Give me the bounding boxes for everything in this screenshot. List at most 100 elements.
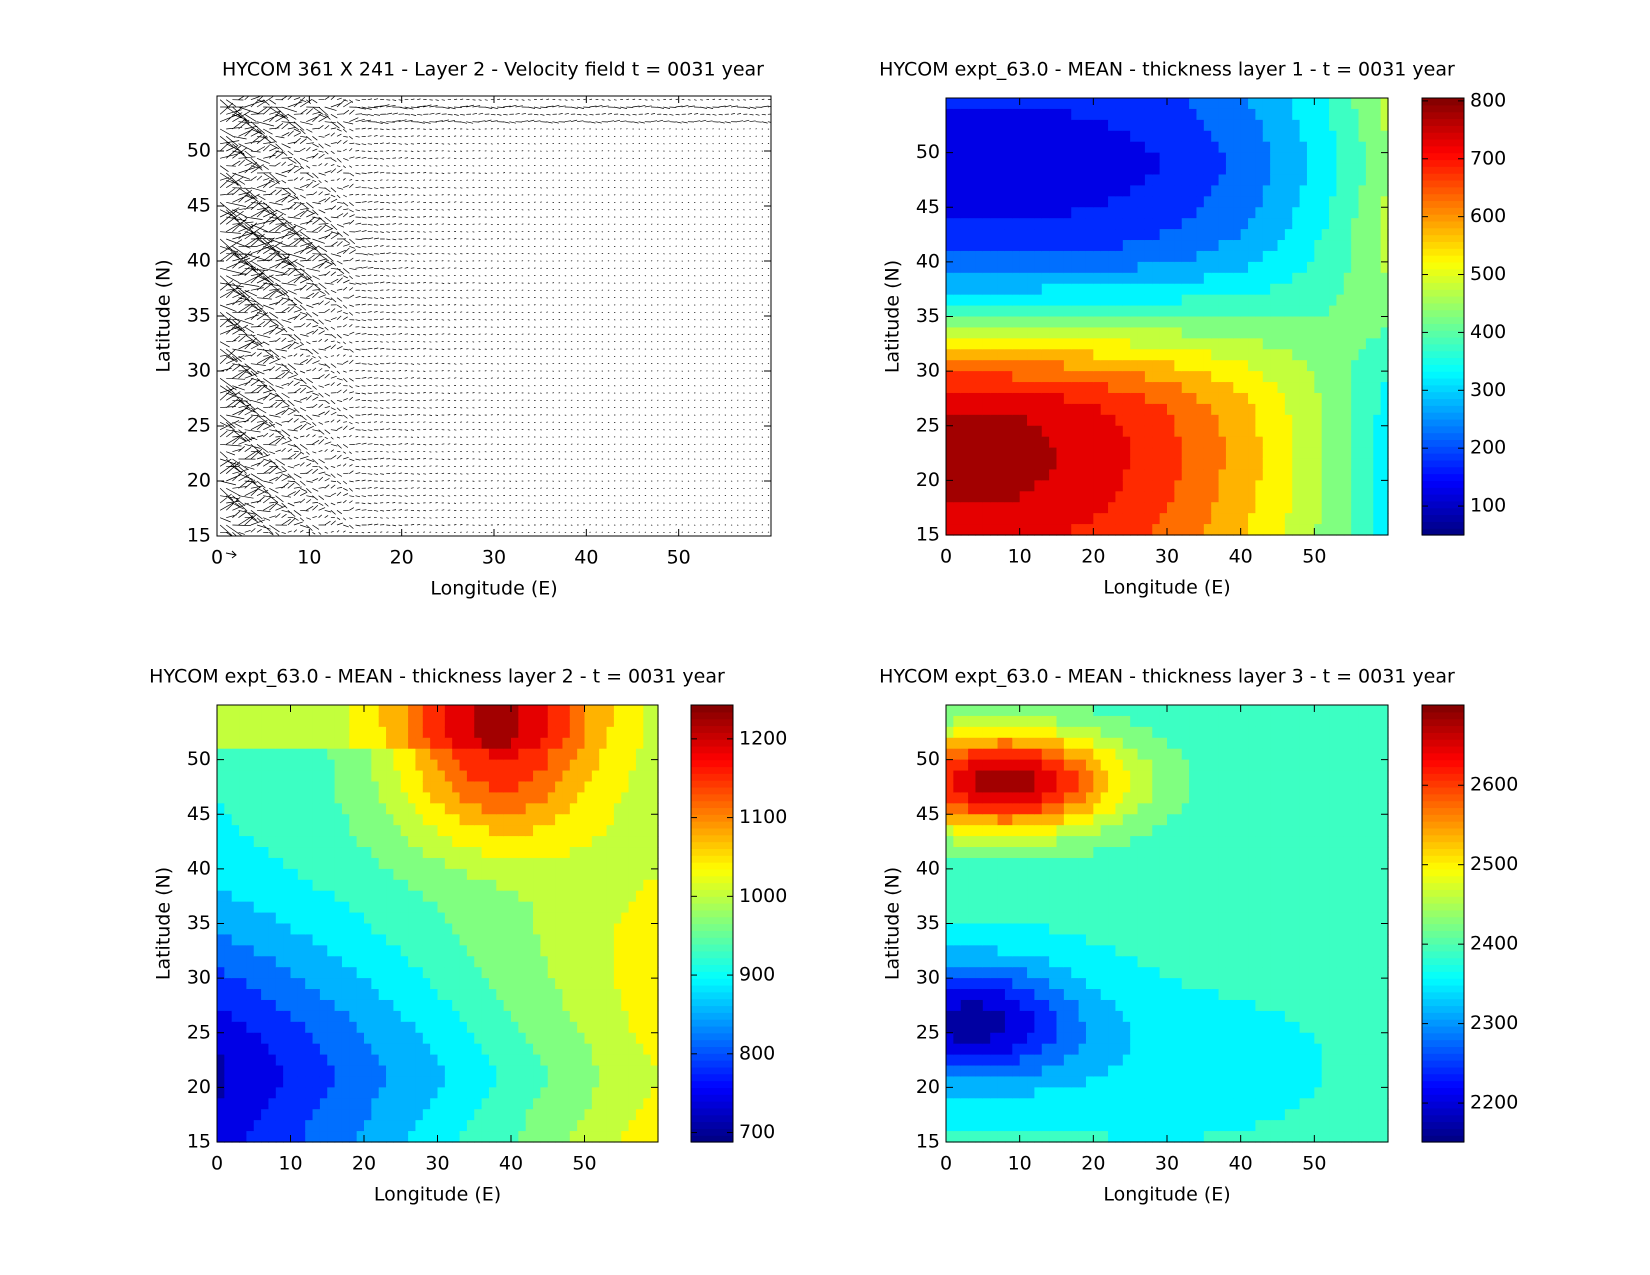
field-cell xyxy=(364,1087,372,1099)
field-cell xyxy=(1100,272,1109,285)
field-cell xyxy=(217,1021,225,1034)
field-cell xyxy=(1093,502,1102,514)
field-cell xyxy=(1314,469,1323,481)
field-cell xyxy=(1248,185,1256,197)
field-cell xyxy=(305,890,314,903)
field-cell xyxy=(334,989,343,1001)
field-cell xyxy=(1100,349,1109,361)
field-cell xyxy=(1211,392,1220,405)
field-cell xyxy=(239,770,247,783)
field-cell xyxy=(474,759,483,772)
field-cell xyxy=(1314,524,1323,536)
field-cell xyxy=(1373,108,1382,121)
field-cell xyxy=(1137,491,1146,503)
field-cell xyxy=(327,847,336,859)
field-cell xyxy=(466,934,475,946)
field-cell xyxy=(518,1120,527,1132)
field-cell xyxy=(628,1043,637,1056)
field-cell xyxy=(1167,261,1175,274)
field-cell xyxy=(584,781,593,793)
field-cell xyxy=(1071,207,1080,219)
field-cell xyxy=(503,1120,512,1132)
field-cell xyxy=(533,759,541,772)
x-tick-label: 10 xyxy=(297,547,321,569)
field-cell xyxy=(1108,283,1117,296)
field-cell xyxy=(1012,261,1021,274)
field-cell xyxy=(650,803,659,815)
field-cell xyxy=(1041,185,1050,197)
field-cell xyxy=(327,999,336,1012)
field-cell xyxy=(430,967,439,979)
field-cell xyxy=(393,1109,402,1121)
field-cell xyxy=(1063,229,1072,241)
field-cell xyxy=(613,956,622,968)
field-cell xyxy=(341,1054,350,1067)
field-cell xyxy=(224,1021,233,1034)
field-cell xyxy=(1299,403,1308,416)
field-cell xyxy=(1115,283,1124,296)
field-cell xyxy=(327,836,336,848)
field-cell xyxy=(1196,305,1205,318)
field-cell xyxy=(1167,130,1175,143)
field-cell xyxy=(975,218,984,230)
field-cell xyxy=(1292,250,1301,263)
field-cell xyxy=(555,967,564,979)
field-cell xyxy=(975,98,984,110)
field-cell xyxy=(1218,240,1227,252)
field-cell xyxy=(613,1021,622,1034)
field-cell xyxy=(319,1065,328,1078)
field-cell xyxy=(297,770,306,783)
field-cell xyxy=(1144,338,1153,350)
field-cell xyxy=(1137,403,1146,416)
field-cell xyxy=(562,1010,571,1023)
field-cell xyxy=(319,1010,328,1023)
field-cell xyxy=(1049,283,1058,296)
field-cell xyxy=(1343,403,1352,416)
field-cell xyxy=(275,912,284,925)
field-cell xyxy=(975,316,984,329)
field-cell xyxy=(1019,196,1028,208)
field-cell xyxy=(1373,283,1382,296)
field-cell xyxy=(459,890,468,903)
field-cell xyxy=(1270,174,1279,186)
field-cell xyxy=(488,737,497,750)
field-cell xyxy=(1115,480,1124,492)
field-cell xyxy=(1041,371,1050,383)
field-cell xyxy=(1056,414,1065,427)
field-cell xyxy=(1108,338,1117,350)
field-cell xyxy=(621,934,630,946)
field-cell xyxy=(378,901,387,914)
field-cell xyxy=(643,945,652,957)
field-cell xyxy=(437,1043,446,1056)
colorbar-cell xyxy=(691,1087,733,1095)
field-cell xyxy=(334,967,343,979)
field-cell xyxy=(1130,327,1139,339)
field-cell xyxy=(584,715,593,728)
field-cell xyxy=(606,781,615,793)
field-cell xyxy=(1108,250,1117,263)
field-cell xyxy=(1358,447,1367,460)
field-cell xyxy=(1027,240,1035,252)
field-cell xyxy=(1174,360,1183,372)
field-cell xyxy=(408,1065,417,1078)
field-cell xyxy=(1203,382,1212,394)
field-cell xyxy=(1152,218,1161,230)
field-cell xyxy=(1019,174,1028,186)
field-cell xyxy=(1115,371,1124,383)
field-cell xyxy=(1122,338,1131,350)
field-cell xyxy=(555,978,564,990)
field-cell xyxy=(312,945,321,957)
field-cell xyxy=(525,770,534,783)
field-cell xyxy=(217,847,225,859)
field-cell xyxy=(444,999,453,1012)
field-cell xyxy=(1211,229,1220,241)
field-cell xyxy=(511,890,519,903)
field-cell xyxy=(1358,108,1367,121)
field-cell xyxy=(533,923,541,936)
field-cell xyxy=(231,956,240,968)
field-cell xyxy=(525,1076,534,1088)
field-cell xyxy=(217,836,225,848)
field-cell xyxy=(1336,524,1345,536)
field-cell xyxy=(1056,119,1065,132)
field-cell xyxy=(1181,349,1190,361)
